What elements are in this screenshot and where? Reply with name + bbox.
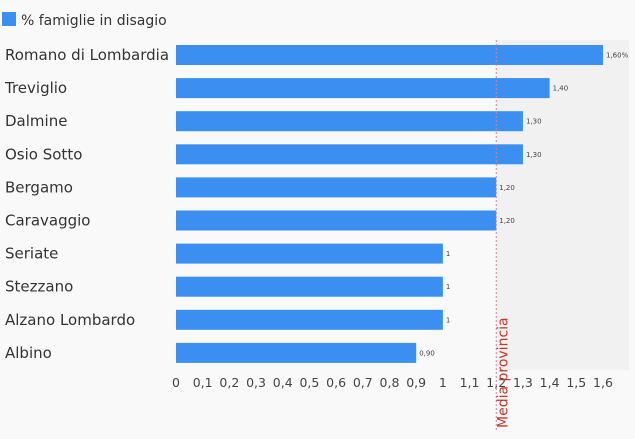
bar xyxy=(176,177,497,198)
category-label: Seriate xyxy=(5,245,58,263)
category-label: Bergamo xyxy=(5,178,73,196)
bars xyxy=(176,45,603,363)
x-tick-label: 0,5 xyxy=(299,375,319,390)
category-label: Alzano Lombardo xyxy=(5,311,135,329)
bar xyxy=(176,342,417,363)
bar xyxy=(176,276,443,297)
category-label: Stezzano xyxy=(5,278,73,296)
x-tick-label: 0,3 xyxy=(246,375,266,390)
data-label: 1 xyxy=(446,250,450,258)
x-axis-ticks: 0 0,1 0,2 0,3 0,4 0,5 0,6 0,7 0,8 0,9 1 1,1 1,2 1,3 1,… xyxy=(172,375,613,390)
x-tick-label: 1,4 xyxy=(540,375,560,390)
bar xyxy=(176,111,523,132)
x-tick-label: 0,9 xyxy=(406,375,426,390)
category-label: Albino xyxy=(5,344,52,362)
category-label: Dalmine xyxy=(5,112,67,130)
bar xyxy=(176,309,443,330)
category-label: Treviglio xyxy=(4,79,67,97)
data-label: 0,90 xyxy=(419,349,435,357)
x-tick-label: 1,1 xyxy=(460,375,480,390)
bar xyxy=(176,210,497,231)
data-label: 1,20 xyxy=(499,217,515,225)
bar xyxy=(176,144,523,165)
data-label: 1,30 xyxy=(526,118,542,126)
x-tick-label: 0,2 xyxy=(219,375,239,390)
x-tick-label: 1,6 xyxy=(593,375,613,390)
data-label: 1 xyxy=(446,283,450,291)
x-tick-label: 1,2 xyxy=(486,375,506,390)
category-label: Caravaggio xyxy=(5,212,90,230)
data-label: 1,20 xyxy=(499,184,515,192)
x-tick-label: 1 xyxy=(439,375,447,390)
category-label: Osio Sotto xyxy=(5,145,82,163)
x-tick-label: 0,6 xyxy=(326,375,346,390)
x-tick-label: 1,5 xyxy=(566,375,586,390)
x-tick-label: 0,1 xyxy=(193,375,213,390)
x-tick-label: 0,4 xyxy=(273,375,293,390)
bar xyxy=(176,45,603,65)
reference-line-label: Media provincia xyxy=(495,317,511,428)
data-label: 1 xyxy=(446,316,450,324)
x-tick-label: 0 xyxy=(172,375,180,390)
x-tick-label: 0,8 xyxy=(380,375,400,390)
category-labels: Romano di Lombardia Treviglio Dalmine Osio … xyxy=(4,46,169,362)
reference-line-group: Media provincia xyxy=(495,40,511,430)
legend: % famiglie in disagio xyxy=(2,12,167,29)
bar xyxy=(176,78,550,99)
data-labels: 1,60% 1,40 1,30 1,30 1,20 1,20 1 1 1 0,90 xyxy=(419,52,628,358)
data-label: 1,60% xyxy=(606,52,629,60)
legend-label: % famiglie in disagio xyxy=(21,13,167,29)
bar xyxy=(176,243,443,264)
x-tick-label: 1,3 xyxy=(513,375,533,390)
data-label: 1,30 xyxy=(526,151,542,159)
category-label: Romano di Lombardia xyxy=(5,46,169,64)
legend-swatch xyxy=(2,12,16,26)
data-label: 1,40 xyxy=(553,85,569,93)
x-tick-label: 0,7 xyxy=(353,375,373,390)
